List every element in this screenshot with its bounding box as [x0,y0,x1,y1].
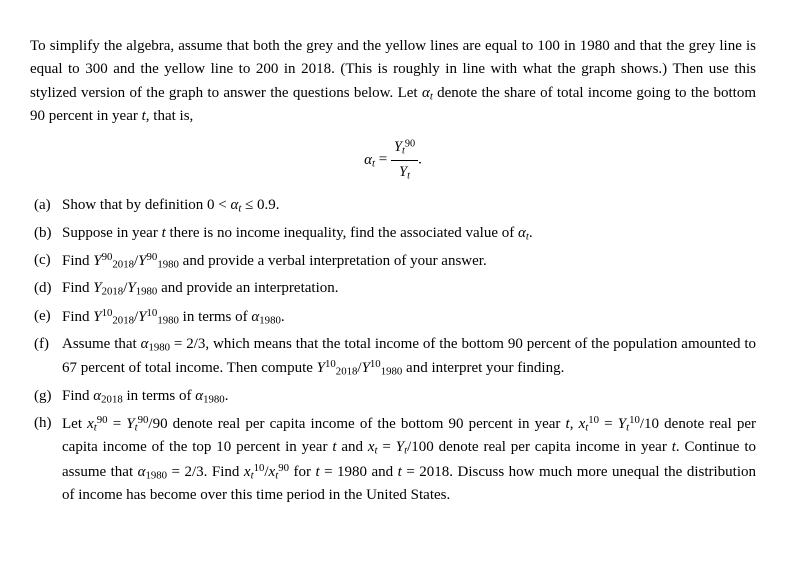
item-text: Find Y2018/Y1980 and provide an interpre… [62,277,756,300]
item-text: Suppose in year t there is no income ine… [62,222,756,245]
item-marker: (g) [30,385,62,408]
question-item-b: (b) Suppose in year t there is no income… [30,222,756,245]
question-item-g: (g) Find α2018 in terms of α1980. [30,385,756,408]
item-text: Assume that α1980 = 2/3, which means tha… [62,333,756,381]
item-marker: (e) [30,305,62,328]
item-text: Show that by definition 0 < αt ≤ 0.9. [62,194,756,217]
alpha-definition-equation: αt = Yt90Yt. [30,136,756,184]
question-item-e: (e) Find Y102018/Y101980 in terms of α19… [30,305,756,329]
item-marker: (d) [30,277,62,300]
question-item-d: (d) Find Y2018/Y1980 and provide an inte… [30,277,756,300]
item-marker: (a) [30,194,62,217]
item-marker: (h) [30,412,62,435]
question-item-f: (f) Assume that α1980 = 2/3, which means… [30,333,756,381]
item-text: Let xt90 = Yt90/90 denote real per capit… [62,412,756,507]
question-item-h: (h) Let xt90 = Yt90/90 denote real per c… [30,412,756,507]
item-text: Find α2018 in terms of α1980. [62,385,756,408]
question-item-c: (c) Find Y902018/Y901980 and provide a v… [30,249,756,273]
question-item-a: (a) Show that by definition 0 < αt ≤ 0.9… [30,194,756,217]
item-text: Find Y102018/Y101980 in terms of α1980. [62,305,756,329]
item-text: Find Y902018/Y901980 and provide a verba… [62,249,756,273]
intro-paragraph: To simplify the algebra, assume that bot… [30,35,756,128]
item-marker: (f) [30,333,62,356]
question-list: (a) Show that by definition 0 < αt ≤ 0.9… [30,194,756,507]
item-marker: (b) [30,222,62,245]
item-marker: (c) [30,249,62,272]
page: To simplify the algebra, assume that bot… [0,0,786,574]
